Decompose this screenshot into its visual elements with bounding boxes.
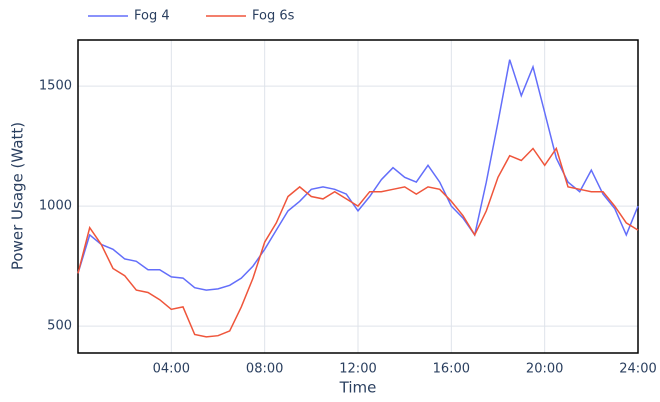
- x-tick-label: 04:00: [153, 362, 190, 377]
- x-tick-label: 24:00: [619, 362, 656, 377]
- y-tick-label: 1500: [39, 79, 72, 94]
- x-tick-label: 20:00: [526, 362, 563, 377]
- plot-frame: [77, 39, 639, 354]
- legend-label: Fog 6s: [252, 9, 295, 24]
- y-tick-label: 500: [47, 319, 72, 334]
- y-tick-label: 1000: [39, 199, 72, 214]
- y-axis-label: Power Usage (Watt): [9, 122, 27, 270]
- legend-label: Fog 4: [134, 9, 170, 24]
- x-tick-label: 12:00: [339, 362, 376, 377]
- x-tick-label: 16:00: [433, 362, 470, 377]
- series-line: [77, 146, 639, 338]
- series-line: [77, 59, 639, 291]
- x-tick-label: 08:00: [246, 362, 283, 377]
- x-axis-label: Time: [339, 379, 377, 397]
